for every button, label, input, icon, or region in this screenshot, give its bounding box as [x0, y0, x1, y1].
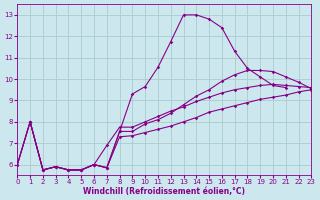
- X-axis label: Windchill (Refroidissement éolien,°C): Windchill (Refroidissement éolien,°C): [84, 187, 245, 196]
